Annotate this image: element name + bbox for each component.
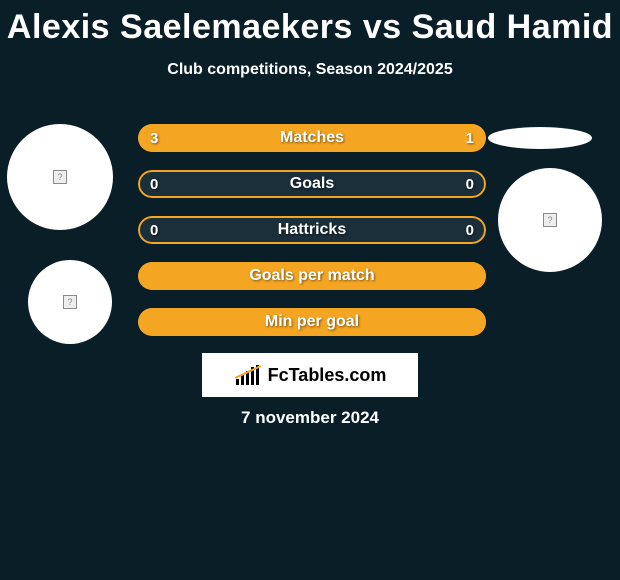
bar-label: Goals [138, 170, 486, 198]
watermark-text: FcTables.com [268, 365, 387, 386]
bar-label: Goals per match [138, 262, 486, 290]
image-placeholder-icon: ? [53, 170, 67, 184]
watermark: FcTables.com [202, 353, 418, 397]
bar-label: Matches [138, 124, 486, 152]
image-placeholder-icon: ? [63, 295, 77, 309]
date-label: 7 november 2024 [0, 408, 620, 428]
player-left-avatar: ? [7, 124, 113, 230]
stat-bar: 00Hattricks [138, 216, 486, 244]
right-badge [488, 127, 592, 149]
stat-bar: 31Matches [138, 124, 486, 152]
page-title: Alexis Saelemaekers vs Saud Hamid [0, 0, 620, 47]
bar-label: Hattricks [138, 216, 486, 244]
stat-bar: Goals per match [138, 262, 486, 290]
comparison-bars: 31Matches 00Goals 00Hattricks Goals per mat… [138, 124, 486, 354]
watermark-logo-icon [234, 365, 262, 385]
club-left-avatar: ? [28, 260, 112, 344]
bar-label: Min per goal [138, 308, 486, 336]
image-placeholder-icon: ? [543, 213, 557, 227]
subtitle: Club competitions, Season 2024/2025 [0, 61, 620, 79]
stat-bar: 00Goals [138, 170, 486, 198]
stat-bar: Min per goal [138, 308, 486, 336]
player-right-avatar: ? [498, 168, 602, 272]
